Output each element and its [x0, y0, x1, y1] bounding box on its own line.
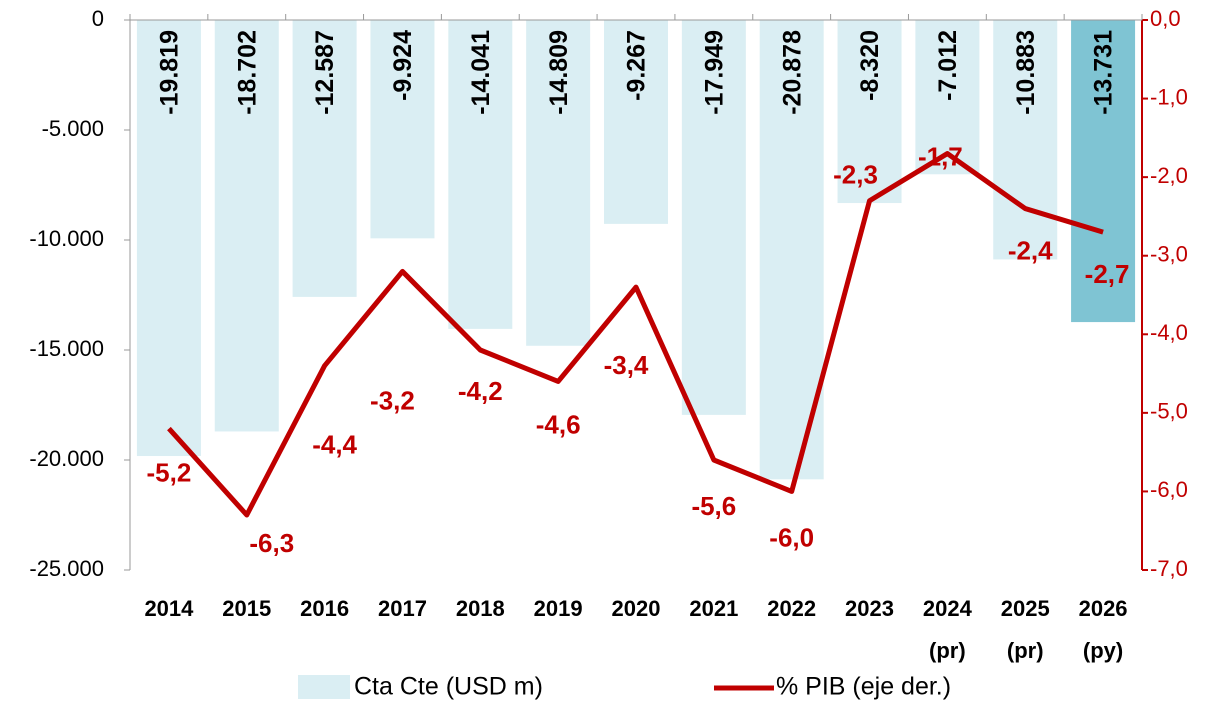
x-tick-label: 2019 — [534, 596, 583, 621]
bar-label: -19.819 — [156, 30, 184, 115]
line-label: -6,0 — [769, 522, 814, 552]
legend-swatch — [298, 675, 350, 699]
y2-tick-label: -6,0 — [1150, 477, 1188, 502]
bar — [136, 20, 201, 457]
line-label: -2,3 — [833, 160, 878, 190]
bar — [681, 20, 746, 415]
x-tick-line: (pr) — [1007, 638, 1044, 663]
line-label: -2,4 — [1008, 235, 1053, 265]
bar-label: -10.883 — [1012, 30, 1040, 115]
line-label: -4,4 — [312, 430, 357, 460]
x-tick-line: (py) — [1083, 638, 1123, 663]
bar-label: -18.702 — [233, 30, 261, 115]
x-tick-label: 2014 — [144, 596, 194, 621]
x-tick-line: 2026 — [1079, 596, 1128, 621]
line-label: -3,4 — [604, 350, 649, 380]
x-tick-line: 2024 — [923, 596, 973, 621]
axes: 0 -5.000 -10.000 -15.000 -20.000 -25.000 0,0 -1… — [29, 6, 1188, 663]
line-label: -4,6 — [536, 409, 581, 439]
bar-label: -13.731 — [1090, 30, 1118, 115]
x-tick-line: (pr) — [929, 638, 966, 663]
x-tick-label: 2017 — [378, 596, 427, 621]
labels: -19.819 -18.702 -12.587 -9.924 -14.041 -14.80… — [147, 30, 1130, 558]
bars — [136, 20, 1136, 480]
y-tick-label: -15.000 — [29, 336, 104, 361]
bar-label: -12.587 — [311, 30, 339, 115]
y2-tick-label: -7,0 — [1150, 556, 1188, 581]
bar-label: -8.320 — [856, 30, 884, 101]
y-tick-label: -20.000 — [29, 446, 104, 471]
line-label: -4,2 — [458, 376, 503, 406]
y2-tick-label: -5,0 — [1150, 399, 1188, 424]
bar-label: -9.924 — [389, 30, 417, 101]
line-layer — [167, 151, 1104, 518]
bar — [370, 20, 435, 239]
bar-label: -7.012 — [934, 30, 962, 101]
bar-label: -17.949 — [700, 30, 728, 115]
y-tick-label: -25.000 — [29, 556, 104, 581]
x-tick-label: 2023 — [845, 596, 894, 621]
bar — [214, 20, 279, 432]
bar — [604, 20, 668, 224]
line-label: -3,2 — [370, 385, 415, 415]
x-tick-line: 2025 — [1001, 596, 1050, 621]
bar — [448, 20, 513, 329]
line-label: -5,2 — [147, 457, 192, 487]
y2-tick-label: 0,0 — [1150, 6, 1181, 31]
bar — [526, 20, 591, 346]
x-tick-label: 2020 — [612, 596, 661, 621]
bar — [1071, 20, 1136, 323]
line-label: -2,7 — [1085, 259, 1130, 289]
x-tick-label: 2022 — [767, 596, 816, 621]
legend-label: % PIB (eje der.) — [776, 673, 951, 701]
legend-label: Cta Cte (USD m) — [354, 673, 543, 701]
bar-label: -9.267 — [623, 30, 651, 101]
line — [167, 151, 1104, 518]
x-tick-label: 2021 — [689, 596, 738, 621]
x-tick-label: 2024 (pr) — [923, 596, 973, 663]
x-tick-label: 2015 — [222, 596, 271, 621]
y-tick-label: -5.000 — [42, 116, 104, 141]
bar-label: -14.809 — [545, 30, 573, 115]
bar — [915, 20, 980, 175]
x-tick-label: 2026 (py) — [1079, 596, 1128, 663]
y2-tick-label: -4,0 — [1150, 320, 1188, 345]
y2-tick-label: -3,0 — [1150, 242, 1188, 267]
bar — [292, 20, 357, 297]
line-label: -6,3 — [249, 528, 294, 558]
bar — [837, 20, 902, 204]
x-tick-label: 2025 (pr) — [1001, 596, 1050, 663]
y2-tick-label: -2,0 — [1150, 163, 1188, 188]
bar-label: -14.041 — [467, 30, 495, 115]
bar — [993, 20, 1058, 260]
bar-label: -20.878 — [778, 30, 806, 115]
y-tick-label: -10.000 — [29, 226, 104, 251]
line-label: -5,6 — [691, 491, 736, 521]
x-tick-label: 2016 — [300, 596, 349, 621]
x-tick-label: 2018 — [456, 596, 505, 621]
line-label: -1,7 — [918, 141, 963, 171]
y-tick-label: 0 — [92, 6, 104, 31]
y2-tick-label: -1,0 — [1150, 84, 1188, 109]
